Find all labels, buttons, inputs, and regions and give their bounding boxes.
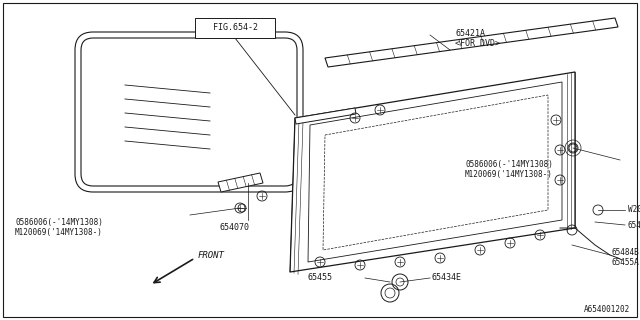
- Polygon shape: [325, 18, 618, 67]
- Text: 65421A: 65421A: [455, 28, 485, 37]
- FancyBboxPatch shape: [75, 32, 303, 192]
- Polygon shape: [295, 108, 356, 124]
- Text: 65455: 65455: [307, 274, 333, 283]
- Text: 654070: 654070: [220, 223, 250, 233]
- Polygon shape: [290, 72, 575, 272]
- Text: 65434E: 65434E: [432, 274, 462, 283]
- Text: A654001202: A654001202: [584, 305, 630, 314]
- Text: 65434F: 65434F: [628, 220, 640, 229]
- Text: M120069('14MY1308-): M120069('14MY1308-): [15, 228, 103, 236]
- Text: FRONT: FRONT: [198, 252, 225, 260]
- Text: 0586006(-'14MY1308): 0586006(-'14MY1308): [465, 161, 553, 170]
- Text: FIG.654-2: FIG.654-2: [212, 23, 257, 33]
- FancyBboxPatch shape: [81, 38, 297, 186]
- Text: 0586006(-'14MY1308): 0586006(-'14MY1308): [15, 218, 103, 227]
- Text: W20505: W20505: [628, 205, 640, 214]
- Bar: [195, 18, 275, 38]
- Polygon shape: [218, 173, 263, 192]
- Text: <FOR DVD>: <FOR DVD>: [455, 38, 500, 47]
- Text: M120069('14MY1308-): M120069('14MY1308-): [465, 171, 553, 180]
- Text: 65484B(-1108): 65484B(-1108): [612, 247, 640, 257]
- Text: 65455A(1108-): 65455A(1108-): [612, 258, 640, 267]
